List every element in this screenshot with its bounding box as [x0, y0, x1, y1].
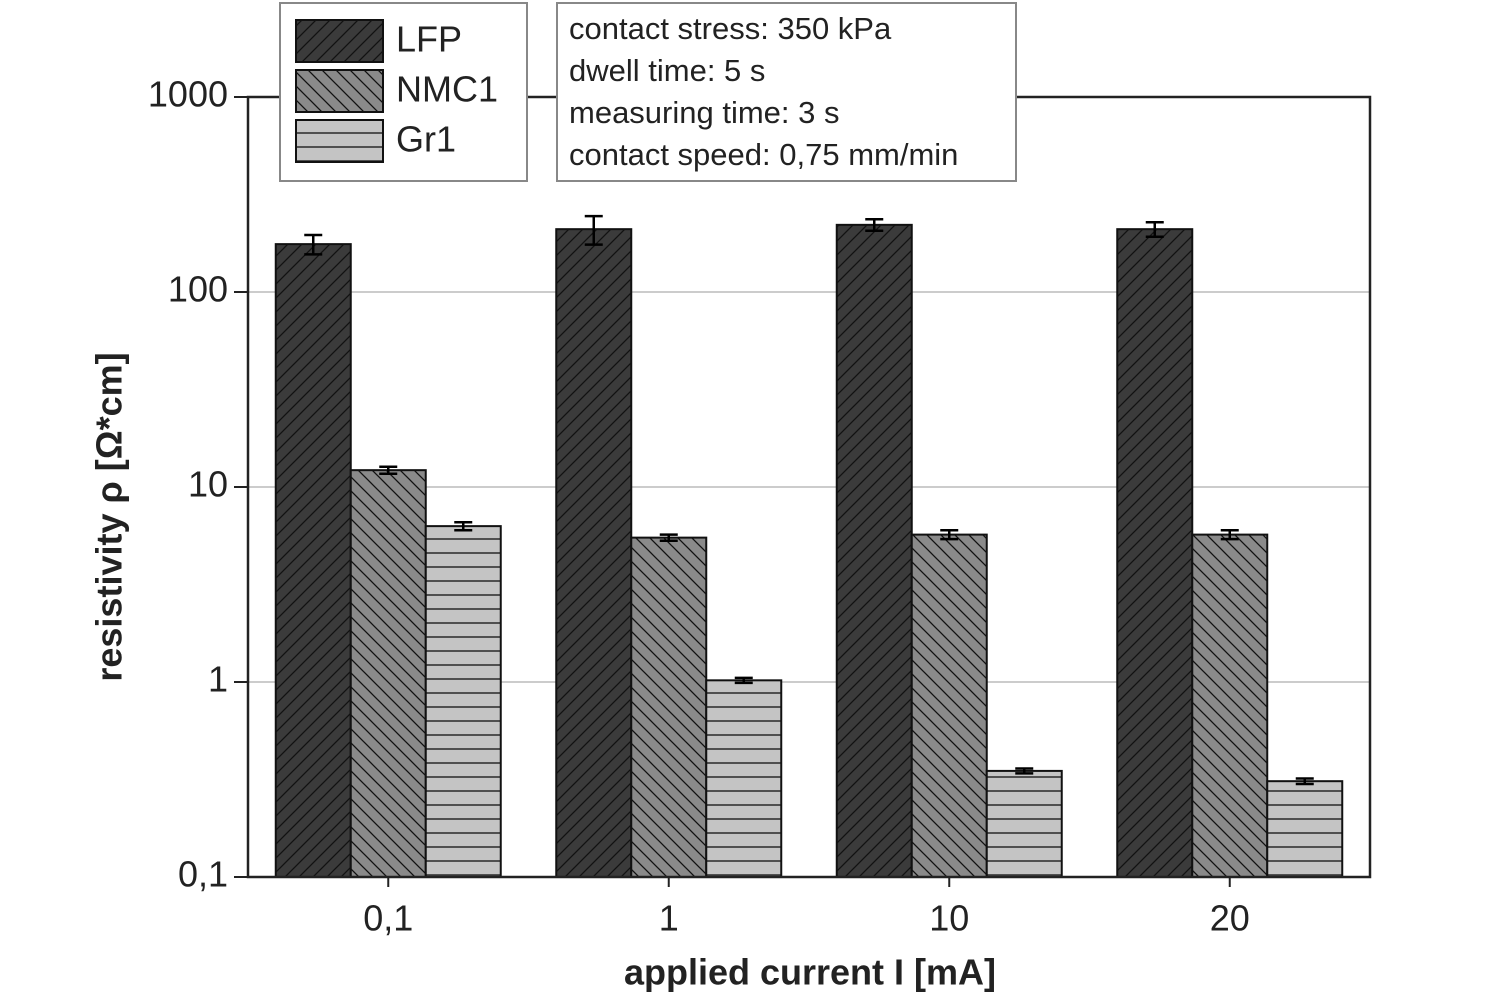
bar — [1191, 533, 1269, 879]
bar — [835, 223, 913, 878]
error-bar — [1145, 220, 1164, 239]
annotation: contact stress: 350 kPa — [569, 11, 892, 46]
legend-swatch — [295, 19, 384, 63]
error-bar — [734, 676, 753, 685]
y-tick-label: 100 — [168, 269, 228, 310]
y-tick-label: 0,1 — [178, 854, 228, 895]
bar — [630, 536, 708, 878]
error-bar — [940, 529, 959, 541]
bar — [910, 533, 988, 879]
error-bar — [304, 233, 323, 256]
error-bar — [865, 218, 884, 233]
bar — [349, 469, 427, 878]
legend-label: NMC1 — [396, 69, 498, 110]
y-tick-label: 10 — [188, 464, 228, 505]
bar — [1116, 228, 1194, 878]
legend-label: LFP — [396, 19, 462, 60]
error-bar — [1295, 777, 1314, 786]
bar — [705, 679, 783, 878]
y-axis-title: resistivity ρ [Ω*cm] — [89, 352, 130, 681]
error-bar — [1220, 529, 1239, 541]
x-tick-label: 10 — [929, 898, 969, 939]
error-bar — [1015, 767, 1034, 775]
annotation: contact speed: 0,75 mm/min — [569, 137, 958, 172]
x-tick-label: 0,1 — [363, 898, 413, 939]
legend-swatch — [295, 119, 384, 163]
error-bar — [584, 214, 603, 246]
bar — [985, 769, 1063, 879]
y-tick-label: 1000 — [148, 74, 228, 115]
error-bar — [379, 465, 398, 475]
annotation: measuring time: 3 s — [569, 95, 840, 130]
error-bar — [454, 520, 473, 532]
x-axis-title: applied current I [mA] — [624, 952, 996, 993]
legend-swatch — [295, 69, 384, 113]
legend-label: Gr1 — [396, 119, 456, 160]
annotation-box — [556, 2, 1017, 182]
bar — [555, 228, 633, 878]
x-tick-label: 20 — [1210, 898, 1250, 939]
bar — [1266, 780, 1344, 878]
x-tick-label: 1 — [659, 898, 679, 939]
y-tick-label: 1 — [208, 659, 228, 700]
error-bar — [659, 533, 678, 543]
annotation: dwell time: 5 s — [569, 53, 765, 88]
bar — [424, 525, 502, 878]
bar — [274, 243, 352, 879]
